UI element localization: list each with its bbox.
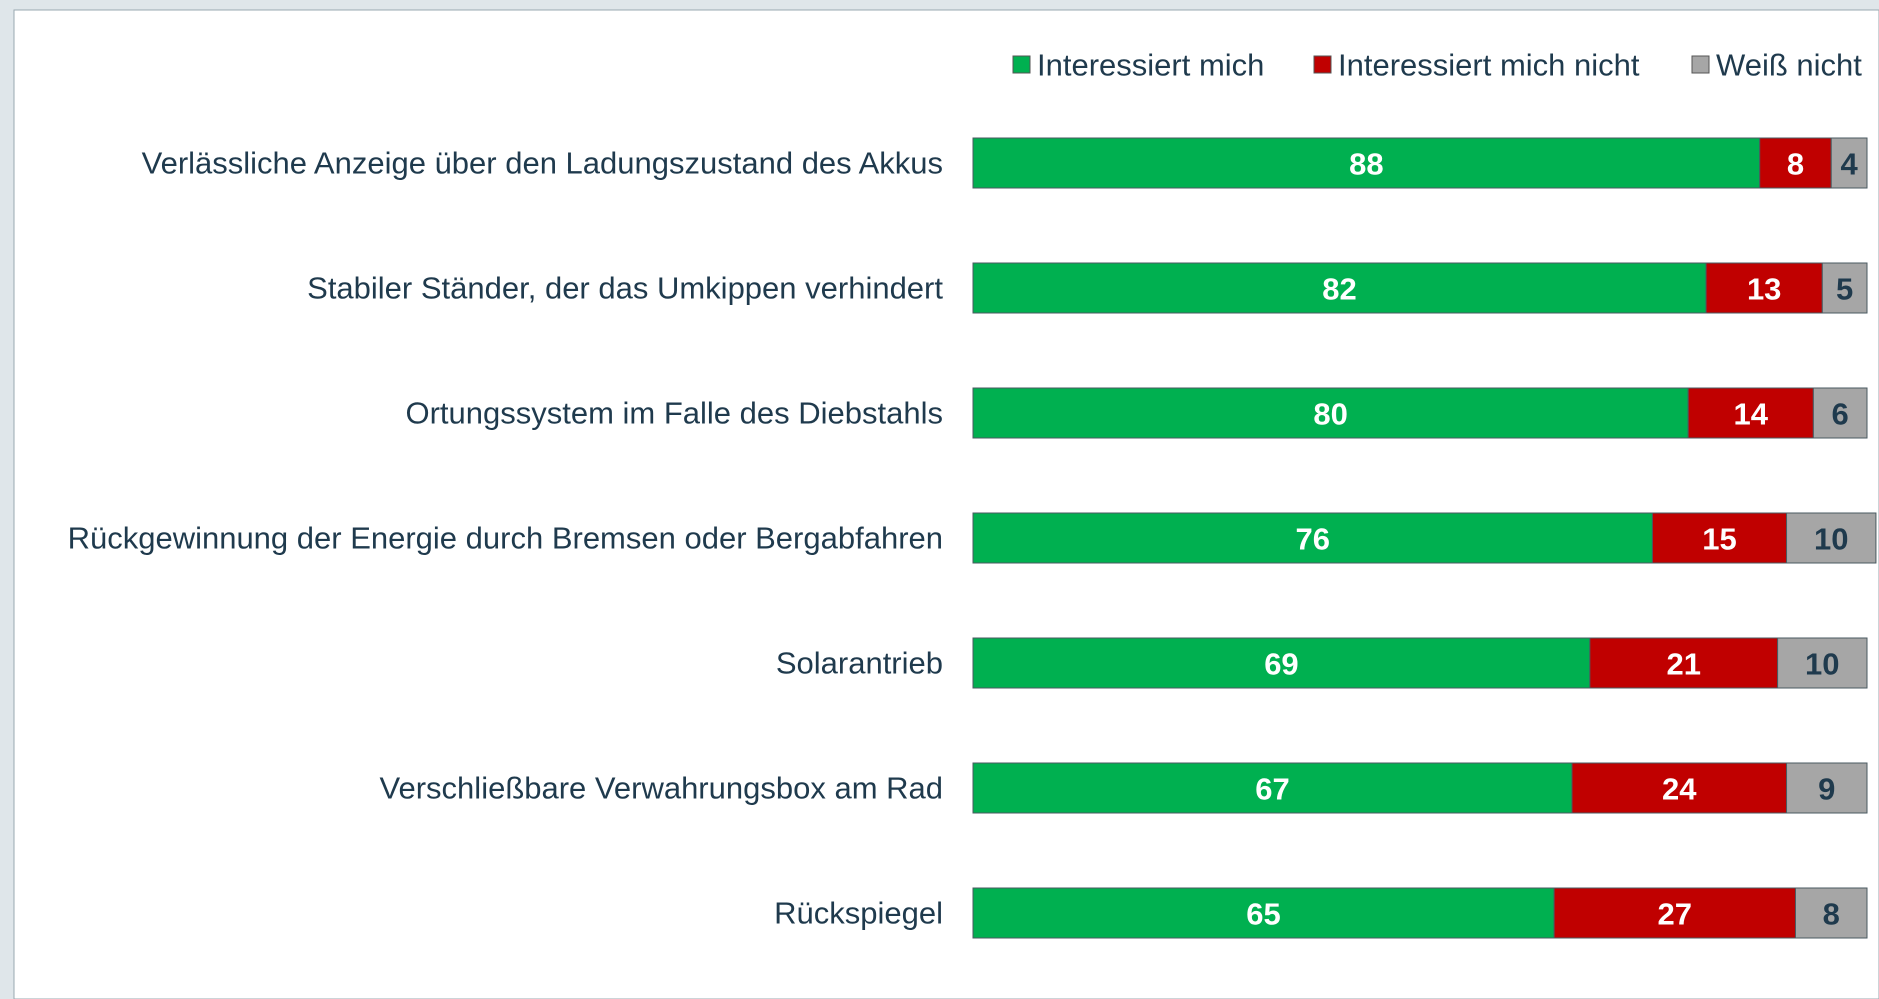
legend-label: Weiß nicht xyxy=(1716,48,1862,83)
legend-swatch xyxy=(1691,55,1710,74)
value-label: 8 xyxy=(1787,147,1804,182)
bar-segment xyxy=(972,762,1573,814)
value-label: 8 xyxy=(1823,897,1840,932)
value-label: 76 xyxy=(1295,522,1329,557)
legend-label: Interessiert mich nicht xyxy=(1338,48,1640,83)
value-label: 13 xyxy=(1747,272,1781,307)
bar-segment xyxy=(1794,887,1868,939)
category-label: Rückgewinnung der Energie durch Bremsen … xyxy=(68,521,943,556)
bar-segment xyxy=(1786,512,1877,564)
value-label: 14 xyxy=(1734,397,1769,432)
bar-segment xyxy=(1759,137,1832,189)
legend-swatch xyxy=(1313,55,1332,74)
value-label: 10 xyxy=(1805,647,1839,682)
category-label: Stabiler Ständer, der das Umkippen verhi… xyxy=(307,271,943,306)
value-label: 21 xyxy=(1666,647,1700,682)
category-label: Verlässliche Anzeige über den Ladungszus… xyxy=(142,146,943,181)
category-label: Verschließbare Verwahrungsbox am Rad xyxy=(380,771,943,806)
bar-segment xyxy=(1786,762,1868,814)
category-label: Rückspiegel xyxy=(774,896,943,931)
value-label: 5 xyxy=(1836,272,1853,307)
value-label: 88 xyxy=(1349,147,1383,182)
value-label: 69 xyxy=(1264,647,1298,682)
bar-segment xyxy=(1830,137,1868,189)
bar-segment xyxy=(972,512,1653,564)
bar-segment xyxy=(1589,637,1779,689)
value-label: 82 xyxy=(1322,272,1356,307)
bar-segment xyxy=(1812,387,1868,439)
bar-segment xyxy=(1777,637,1868,689)
category-label: Ortungssystem im Falle des Diebstahls xyxy=(405,396,943,431)
bar-segment xyxy=(972,387,1689,439)
bar-segment xyxy=(972,137,1761,189)
value-label: 80 xyxy=(1313,397,1347,432)
value-label: 10 xyxy=(1814,522,1848,557)
value-label: 4 xyxy=(1840,147,1858,182)
value-label: 65 xyxy=(1246,897,1280,932)
value-label: 67 xyxy=(1255,772,1289,807)
bar-segment xyxy=(1571,762,1788,814)
value-label: 9 xyxy=(1818,772,1835,807)
category-label: Solarantrieb xyxy=(776,646,943,681)
value-label: 6 xyxy=(1832,397,1849,432)
value-label: 15 xyxy=(1702,522,1736,557)
bar-segment xyxy=(1687,387,1814,439)
bar-segment xyxy=(1553,887,1796,939)
value-label: 27 xyxy=(1658,897,1692,932)
bar-segment xyxy=(972,637,1591,689)
value-label: 24 xyxy=(1662,772,1697,807)
legend-label: Interessiert mich xyxy=(1037,48,1264,83)
bar-segment xyxy=(1821,262,1868,314)
bar-segment xyxy=(972,262,1707,314)
bar-segment xyxy=(972,887,1555,939)
legend-swatch xyxy=(1012,55,1031,74)
